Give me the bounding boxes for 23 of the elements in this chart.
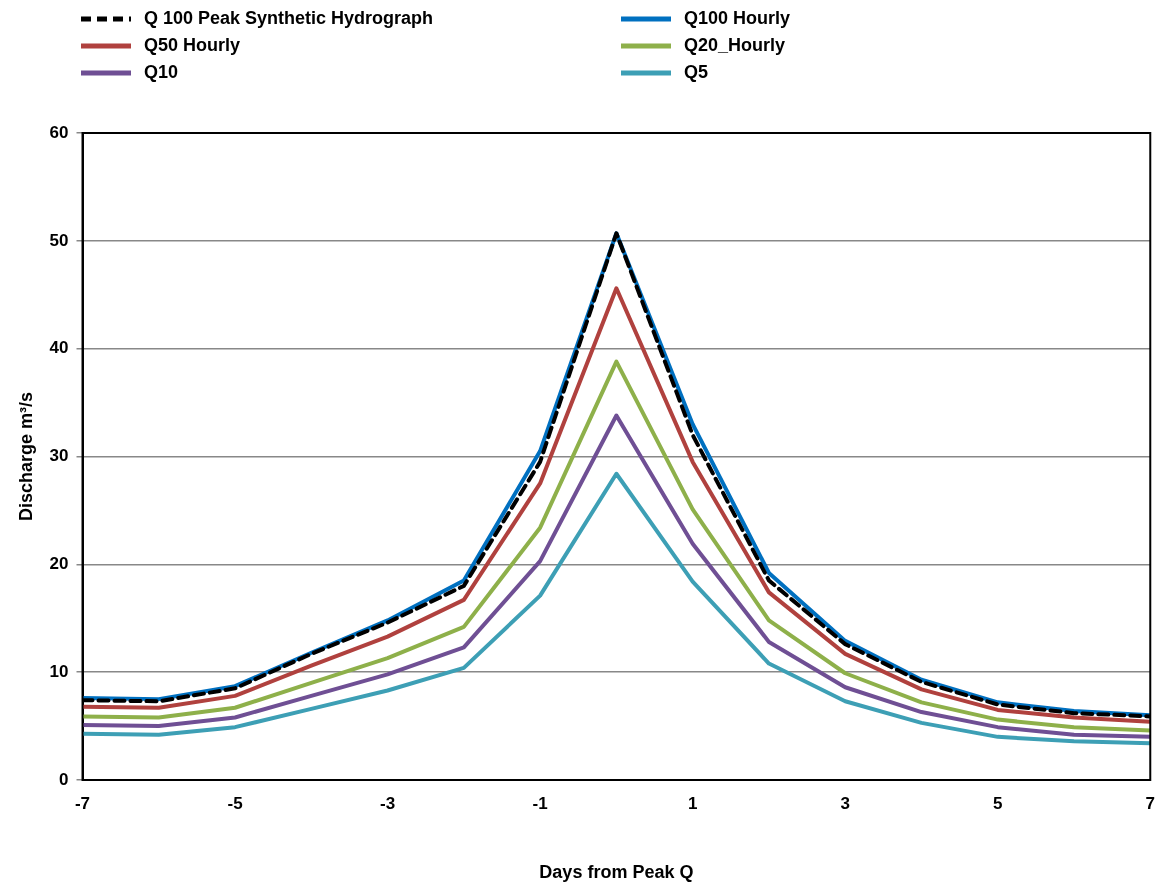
y-tick-label: 50 xyxy=(49,230,69,250)
legend-label: Q20_Hourly xyxy=(684,35,786,56)
y-tick-label: 40 xyxy=(49,338,69,358)
x-tick-label: 3 xyxy=(840,793,850,813)
y-tick-label: 0 xyxy=(59,769,69,789)
y-tick-label: 20 xyxy=(49,554,69,574)
legend-label: Q 100 Peak Synthetic Hydrograph xyxy=(144,8,434,29)
y-tick-label: 30 xyxy=(49,446,69,466)
y-tick-label: 10 xyxy=(49,661,69,681)
x-axis-title: Days from Peak Q xyxy=(539,862,694,883)
y-tick-label: 60 xyxy=(49,122,69,142)
x-tick-label: 1 xyxy=(687,793,698,813)
legend-label: Q10 xyxy=(144,62,179,83)
x-tick-label: -3 xyxy=(380,793,396,813)
x-tick-label: -7 xyxy=(74,793,91,813)
legend-label: Q50 Hourly xyxy=(144,35,241,56)
legend-label: Q100 Hourly xyxy=(684,8,791,29)
x-tick-label: 5 xyxy=(993,793,1003,813)
x-tick-label: -5 xyxy=(227,793,243,813)
x-tick-label: 7 xyxy=(1145,793,1156,813)
legend-label: Q5 xyxy=(684,62,709,83)
x-tick-label: -1 xyxy=(532,793,548,813)
y-axis-title: Discharge m³/s xyxy=(15,391,36,522)
